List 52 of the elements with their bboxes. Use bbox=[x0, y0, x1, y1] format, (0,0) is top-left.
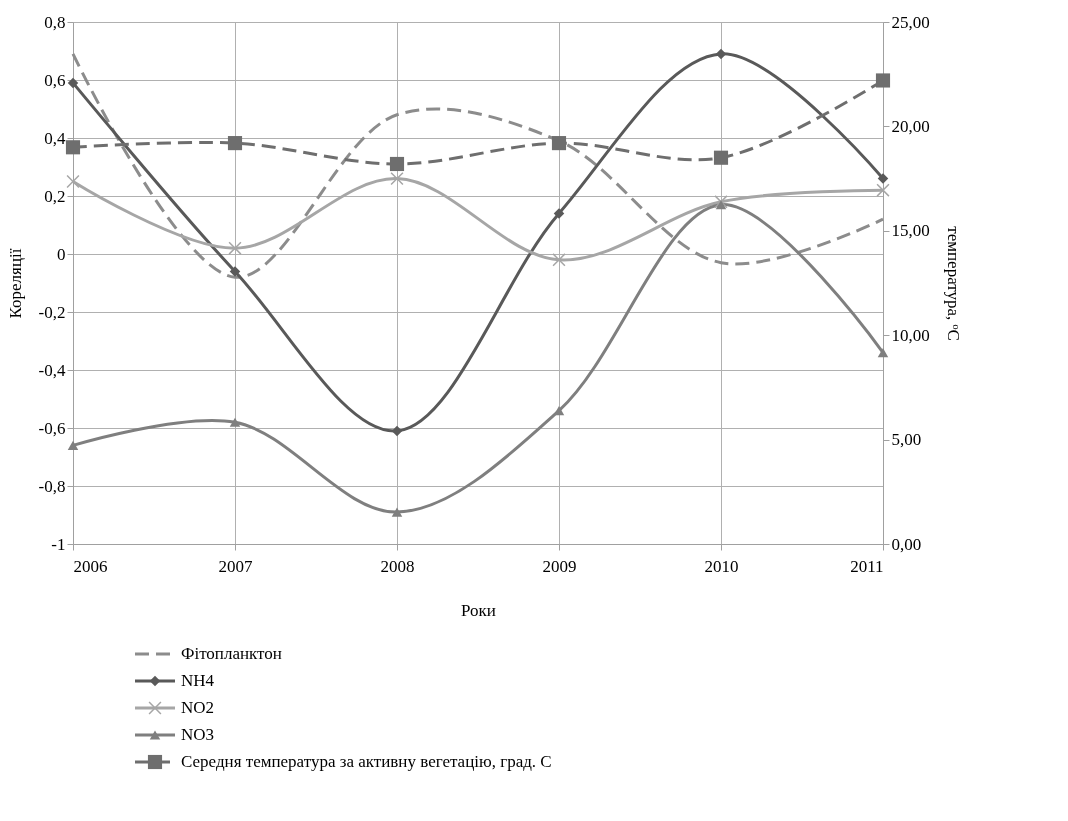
y-tick-label: 0,8 bbox=[44, 12, 66, 32]
line-series bbox=[71, 52, 885, 279]
x-axis-title: Роки bbox=[461, 600, 496, 620]
y-tick-label: -0,4 bbox=[38, 360, 66, 380]
y-tick-label: 0,2 bbox=[44, 186, 66, 206]
point bbox=[391, 507, 403, 517]
point bbox=[875, 73, 891, 88]
point bbox=[228, 241, 242, 255]
point bbox=[551, 136, 567, 151]
x-tick-label: 2006 bbox=[73, 556, 108, 576]
point bbox=[229, 417, 241, 427]
point bbox=[66, 174, 80, 189]
x-tick-label: 2007 bbox=[218, 556, 253, 576]
y2-tick-label: 5,00 bbox=[891, 430, 922, 450]
y2-tick-label: 10,00 bbox=[891, 325, 930, 345]
y-tick-label: -0,2 bbox=[38, 302, 66, 322]
x-tick-label: 2009 bbox=[542, 556, 577, 576]
y2-tick-label: 15,00 bbox=[891, 221, 930, 241]
y-tick-label: -0,6 bbox=[38, 418, 66, 438]
y2-tick-label: 0,00 bbox=[891, 534, 922, 554]
y-tick-label: 0,6 bbox=[44, 70, 66, 90]
y2-axis-title: температура, ᵒC bbox=[943, 226, 963, 341]
legend-label: NO3 bbox=[181, 725, 215, 744]
legend-label: NO2 bbox=[181, 698, 215, 717]
y-tick-label: 0,4 bbox=[44, 128, 66, 148]
point bbox=[877, 173, 889, 184]
y2-tick-label: 20,00 bbox=[891, 116, 930, 136]
legend-label: Фітопланктон bbox=[181, 644, 282, 663]
legend-label: Середня температура за активну вегетацію, град. С bbox=[181, 752, 552, 771]
x-tick-label: 2010 bbox=[704, 556, 739, 576]
point bbox=[552, 253, 566, 267]
point bbox=[229, 266, 241, 277]
y2-tick-label: 25,00 bbox=[891, 12, 930, 32]
point bbox=[713, 150, 729, 165]
point bbox=[390, 171, 404, 186]
point bbox=[227, 136, 243, 151]
point bbox=[67, 440, 79, 450]
point bbox=[876, 183, 890, 197]
x-tick-label: 2011 bbox=[850, 556, 884, 576]
y-axis-title: Кореляції bbox=[5, 248, 25, 319]
point bbox=[714, 195, 728, 209]
y-tick-label: 0 bbox=[57, 244, 66, 264]
y-tick-label: -1 bbox=[51, 534, 66, 554]
point bbox=[389, 156, 405, 172]
point bbox=[715, 200, 727, 210]
x-tick-label: 2008 bbox=[380, 556, 415, 576]
point bbox=[65, 140, 81, 155]
point bbox=[877, 348, 889, 358]
point bbox=[553, 208, 565, 219]
legend-label: NH4 bbox=[181, 671, 215, 690]
y-tick-label: -0,8 bbox=[38, 476, 66, 496]
point bbox=[67, 77, 79, 89]
